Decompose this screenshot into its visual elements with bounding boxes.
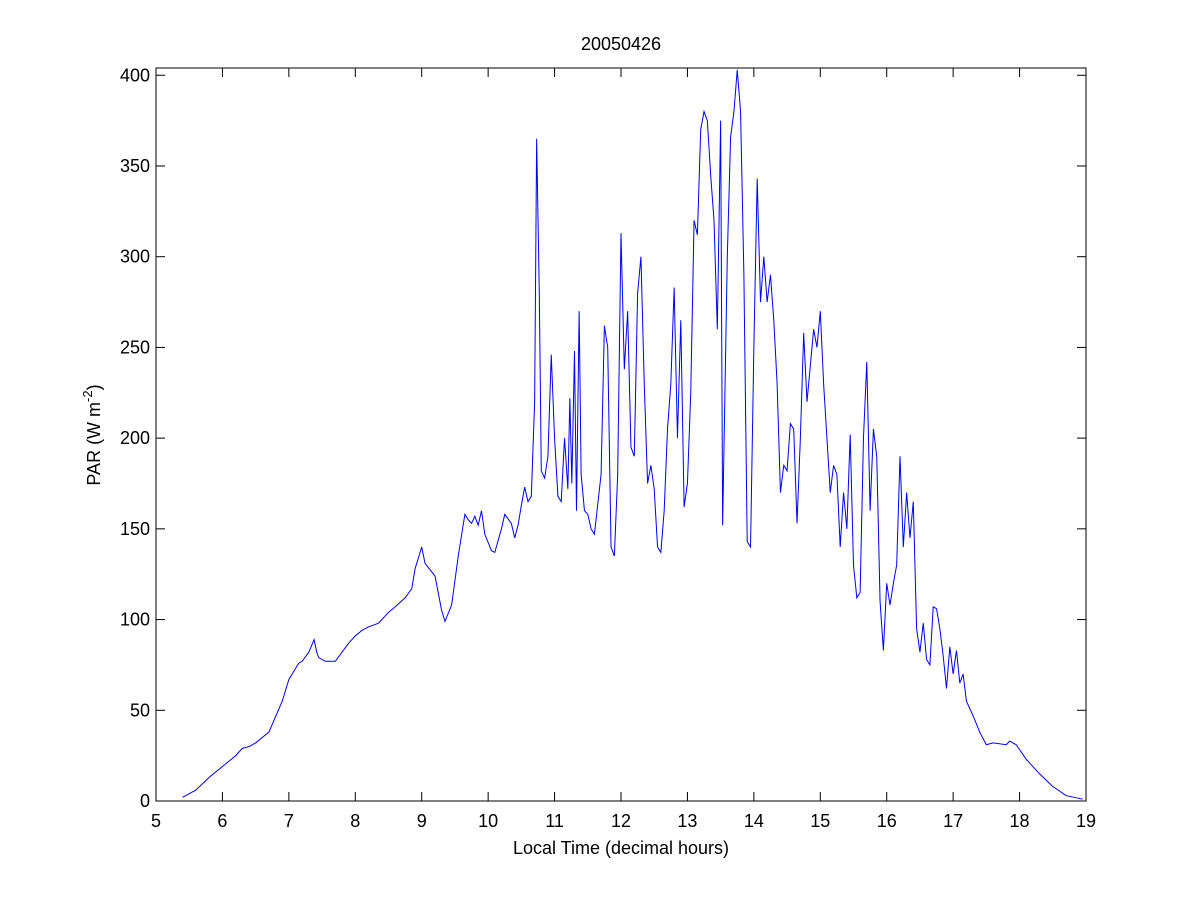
- x-tick-label: 18: [1010, 811, 1030, 831]
- axes-box: [155, 67, 1087, 802]
- y-tick-label: 100: [120, 610, 150, 630]
- plot-area: [156, 68, 1086, 801]
- x-tick-label: 15: [810, 811, 830, 831]
- chart-title: 20050426: [581, 34, 661, 54]
- y-label-superscript: -2: [80, 390, 95, 402]
- data-line: [182, 69, 1083, 800]
- x-tick-label: 7: [284, 811, 294, 831]
- x-tick-label: 9: [417, 811, 427, 831]
- y-tick-label: 400: [120, 65, 150, 85]
- x-tick-label: 14: [744, 811, 764, 831]
- y-tick-label: 50: [130, 700, 150, 720]
- x-axis-label: Local Time (decimal hours): [513, 838, 729, 858]
- y-tick-label: 300: [120, 247, 150, 267]
- y-label-text: PAR (W m: [84, 402, 104, 486]
- y-axis-label: PAR (W m-2): [80, 384, 104, 485]
- y-tick-label: 200: [120, 428, 150, 448]
- x-tick-label: 10: [478, 811, 498, 831]
- y-tick-label: 150: [120, 519, 150, 539]
- y-tick-label: 250: [120, 337, 150, 357]
- y-tick-label: 0: [140, 791, 150, 811]
- x-tick-label: 11: [545, 811, 564, 831]
- x-tick-label: 5: [151, 811, 161, 831]
- x-tick-label: 13: [677, 811, 697, 831]
- x-tick-label: 8: [350, 811, 360, 831]
- y-tick-label: 350: [120, 156, 150, 176]
- x-tick-label: 16: [877, 811, 897, 831]
- x-tick-label: 19: [1076, 811, 1096, 831]
- x-tick-label: 6: [217, 811, 227, 831]
- x-tick-label: 17: [943, 811, 963, 831]
- x-tick-label: 12: [611, 811, 631, 831]
- y-label-suffix: ): [84, 384, 104, 390]
